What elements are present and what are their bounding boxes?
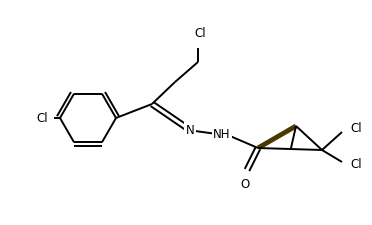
Text: NH: NH [213, 128, 231, 140]
Text: Cl: Cl [194, 27, 206, 40]
Text: Cl: Cl [36, 112, 48, 124]
Text: O: O [240, 178, 250, 191]
Text: Cl: Cl [350, 158, 362, 171]
Text: N: N [186, 124, 195, 137]
Text: Cl: Cl [350, 122, 362, 135]
